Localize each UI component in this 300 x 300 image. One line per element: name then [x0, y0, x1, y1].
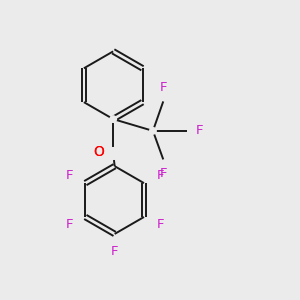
Text: F: F [196, 124, 204, 137]
Text: O: O [94, 145, 104, 159]
Text: F: F [156, 218, 164, 231]
Text: F: F [156, 169, 164, 182]
Text: F: F [65, 218, 73, 231]
Text: F: F [160, 167, 167, 180]
Circle shape [150, 128, 156, 134]
Text: F: F [160, 81, 167, 94]
Text: F: F [111, 245, 118, 258]
Circle shape [107, 148, 119, 159]
Circle shape [110, 116, 116, 122]
Text: O: O [94, 145, 104, 159]
Text: F: F [65, 169, 73, 182]
